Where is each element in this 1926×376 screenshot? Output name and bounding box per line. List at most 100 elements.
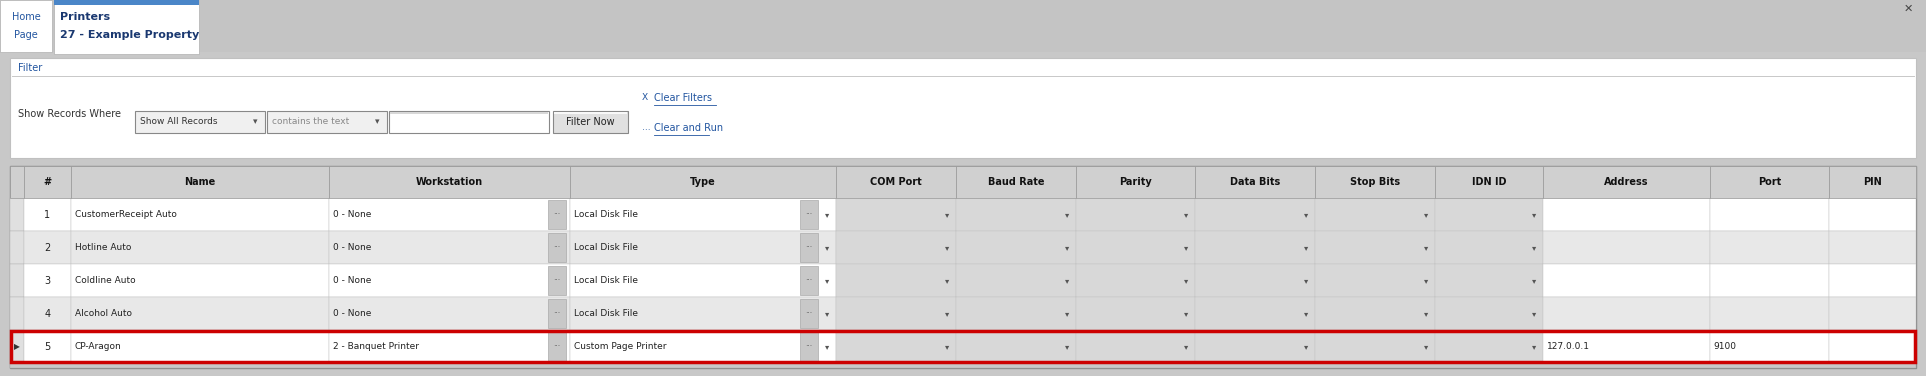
Text: 5: 5 [44,341,50,352]
Text: ✕: ✕ [1903,4,1913,14]
Bar [329,166,570,198]
Text: Stop Bits: Stop Bits [1350,177,1400,187]
Bar [1075,264,1196,297]
Text: Show Records Where: Show Records Where [17,109,121,119]
Bar [1315,297,1435,330]
Text: ▾: ▾ [1065,243,1069,252]
Bar [570,330,836,363]
Bar [547,332,566,361]
Text: 0 - None: 0 - None [333,276,372,285]
Bar [1196,166,1315,198]
Bar [1075,330,1196,363]
Text: 3: 3 [44,276,50,285]
Bar [555,112,628,114]
Text: ▾: ▾ [376,117,379,126]
Bar [1435,166,1543,198]
Bar [955,264,1075,297]
Bar [1830,231,1916,264]
Text: ▾: ▾ [1423,210,1429,219]
Bar [836,166,955,198]
Bar [799,299,819,328]
Bar [71,166,329,198]
Bar [389,111,549,133]
Bar [1075,166,1196,198]
Text: ▾: ▾ [1065,210,1069,219]
Bar [570,166,836,198]
Text: Custom Page Printer: Custom Page Printer [574,342,666,351]
Bar [836,231,955,264]
Bar [799,200,819,229]
Text: ▾: ▾ [1531,243,1537,252]
Bar [1710,231,1830,264]
Text: ▾: ▾ [824,210,830,219]
Bar [23,166,71,198]
Bar [1075,198,1196,231]
Bar [1710,166,1830,198]
Bar [1315,166,1435,198]
Bar [71,330,329,363]
Bar [1830,264,1916,297]
Bar [1196,264,1315,297]
Text: CP-Aragon: CP-Aragon [75,342,121,351]
Text: ▾: ▾ [1184,243,1188,252]
Bar [10,297,23,330]
Text: ▾: ▾ [946,342,950,351]
Bar [23,330,71,363]
Bar [1830,330,1916,363]
Bar [1830,166,1916,198]
Text: Alcohol Auto: Alcohol Auto [75,309,131,318]
Bar [1710,198,1830,231]
Bar [71,264,329,297]
Bar [836,264,955,297]
Bar [71,231,329,264]
Bar [10,330,23,363]
Text: ▾: ▾ [946,309,950,318]
Text: COM Port: COM Port [871,177,923,187]
Text: Hotline Auto: Hotline Auto [75,243,131,252]
Bar [1543,198,1710,231]
Bar [1196,330,1315,363]
Text: ▾: ▾ [946,210,950,219]
Bar [12,331,1914,362]
Text: ▾: ▾ [1423,342,1429,351]
Text: Local Disk File: Local Disk File [574,243,638,252]
Text: 0 - None: 0 - None [333,309,372,318]
Text: Address: Address [1604,177,1649,187]
Text: PIN: PIN [1862,177,1882,187]
Text: Clear Filters: Clear Filters [655,93,713,103]
Text: 2 - Banquet Printer: 2 - Banquet Printer [333,342,418,351]
Bar [54,0,198,54]
Text: 4: 4 [44,309,50,318]
Text: Clear and Run: Clear and Run [655,123,722,133]
Text: ▾: ▾ [1423,309,1429,318]
Text: ▾: ▾ [824,309,830,318]
Text: Coldline Auto: Coldline Auto [75,276,135,285]
Text: Data Bits: Data Bits [1231,177,1281,187]
Bar [1710,264,1830,297]
Text: IDN ID: IDN ID [1471,177,1506,187]
Text: Port: Port [1758,177,1782,187]
Bar [836,198,955,231]
Text: Filter Now: Filter Now [566,117,614,127]
Text: 2: 2 [44,243,50,253]
Bar [955,231,1075,264]
Text: Parity: Parity [1119,177,1152,187]
Text: Local Disk File: Local Disk File [574,309,638,318]
Text: ▾: ▾ [1531,309,1537,318]
Bar [329,231,570,264]
Text: Type: Type [690,177,716,187]
Text: ▶: ▶ [13,342,19,351]
Text: ▾: ▾ [1304,243,1308,252]
Bar [955,198,1075,231]
Text: ▾: ▾ [1304,276,1308,285]
Bar [10,198,23,231]
Text: Printers: Printers [60,12,110,22]
Text: ▾: ▾ [1065,309,1069,318]
Bar [1435,330,1543,363]
Text: ···: ··· [553,243,560,252]
Bar [1830,297,1916,330]
Text: ···: ··· [805,210,813,219]
Text: ▾: ▾ [1304,342,1308,351]
Text: #: # [42,177,52,187]
Bar [1075,297,1196,330]
